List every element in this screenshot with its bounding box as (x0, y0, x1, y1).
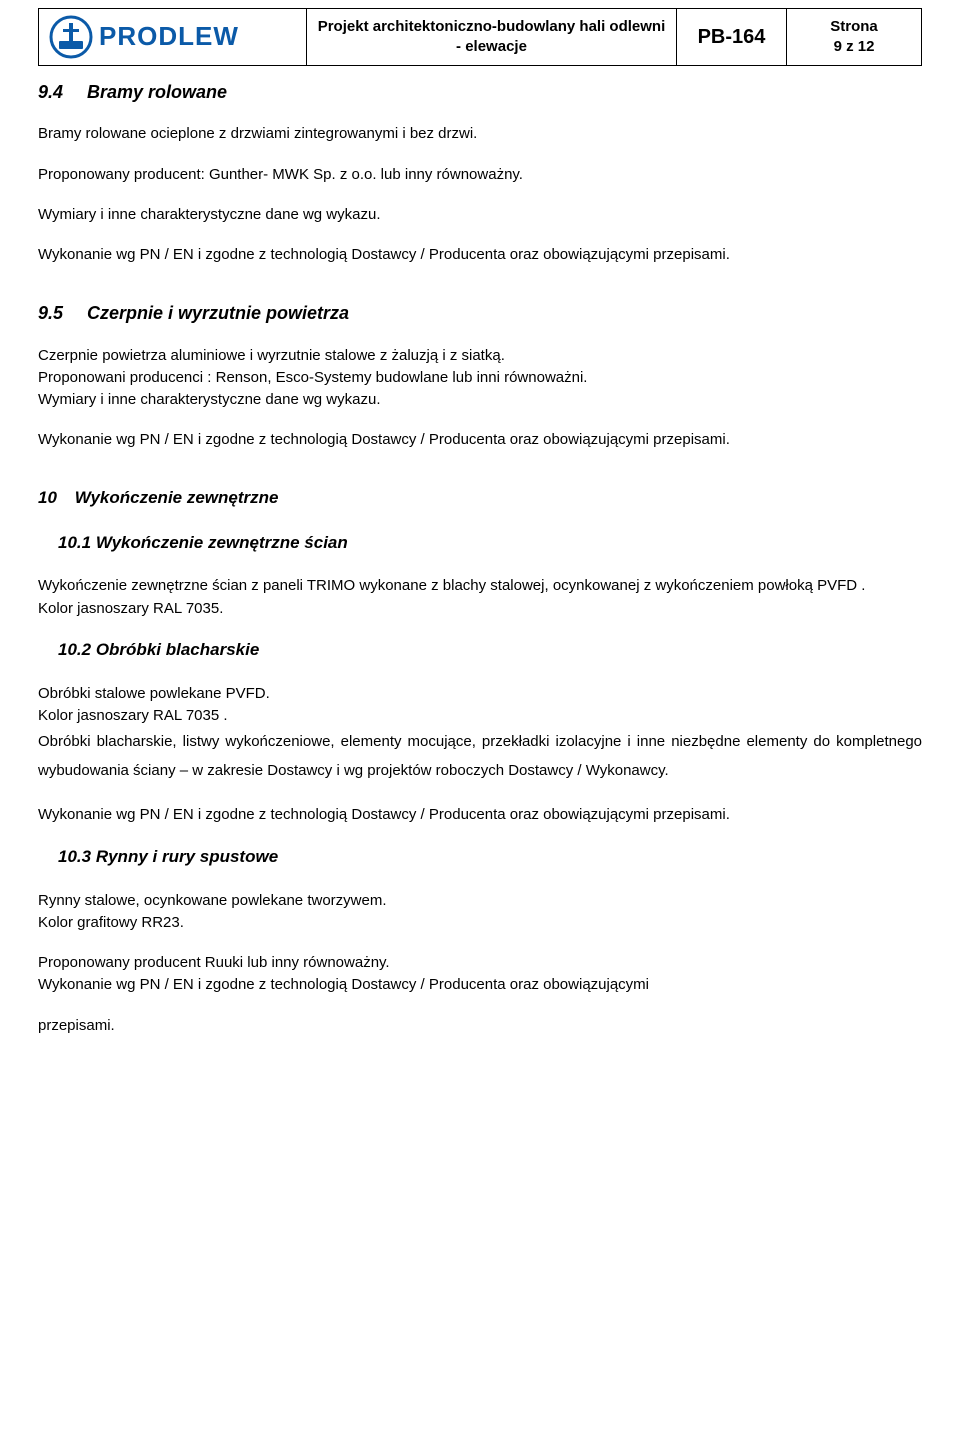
heading-9-4: 9.4 Bramy rolowane (38, 80, 922, 104)
heading-num: 9.5 (38, 301, 82, 325)
body-text: Wymiary i inne charakterystyczne dane wg… (38, 205, 922, 225)
prodlew-logo-text: PRODLEW (99, 19, 239, 54)
body-text: Czerpnie powietrza aluminiowe i wyrzutni… (38, 346, 922, 366)
heading-num: 10.1 (58, 533, 91, 552)
heading-num: 9.4 (38, 80, 82, 104)
section-9-4-body: Bramy rolowane ocieplone z drzwiami zint… (38, 124, 922, 265)
heading-title: Wykończenie zewnętrzne (75, 488, 279, 507)
body-text: Kolor jasnoszary RAL 7035 . (38, 706, 922, 726)
heading-title: Czerpnie i wyrzutnie powietrza (87, 303, 349, 323)
heading-title: Wykończenie zewnętrzne ścian (96, 533, 348, 552)
header-title: Projekt architektoniczno-budowlany hali … (307, 9, 677, 65)
heading-10-3: 10.3 Rynny i rury spustowe (58, 846, 922, 869)
body-text: Obróbki stalowe powlekane PVFD. (38, 684, 922, 704)
heading-title: Bramy rolowane (87, 82, 227, 102)
body-text: Wykonanie wg PN / EN i zgodne z technolo… (38, 975, 922, 995)
body-text: Proponowany producent Ruuki lub inny rów… (38, 953, 922, 973)
heading-num: 10 (38, 487, 70, 510)
header-page-label: Strona (830, 17, 878, 37)
body-text: Wykonanie wg PN / EN i zgodne z technolo… (38, 430, 922, 450)
body-text: Wykonanie wg PN / EN i zgodne z technolo… (38, 805, 922, 825)
heading-10-1: 10.1 Wykończenie zewnętrzne ścian (58, 532, 922, 555)
body-text: Kolor grafitowy RR23. (38, 913, 922, 933)
heading-num: 10.3 (58, 847, 91, 866)
body-text: Wymiary i inne charakterystyczne dane wg… (38, 390, 922, 410)
heading-10: 10 Wykończenie zewnętrzne (38, 487, 922, 510)
body-text: Rynny stalowe, ocynkowane powlekane twor… (38, 891, 922, 911)
body-text: Obróbki blacharskie, listwy wykończeniow… (38, 728, 922, 785)
header-logo-cell: PRODLEW (39, 9, 307, 65)
heading-10-2: 10.2 Obróbki blacharskie (58, 639, 922, 662)
header-code: PB-164 (677, 9, 787, 65)
body-text: Kolor jasnoszary RAL 7035. (38, 599, 922, 619)
section-9-5-body: Czerpnie powietrza aluminiowe i wyrzutni… (38, 346, 922, 451)
body-text: Bramy rolowane ocieplone z drzwiami zint… (38, 124, 922, 144)
header-table: PRODLEW Projekt architektoniczno-budowla… (38, 8, 922, 66)
heading-num: 10.2 (58, 640, 91, 659)
body-text: przepisami. (38, 1016, 922, 1036)
prodlew-logo-icon (49, 15, 93, 59)
heading-9-5: 9.5 Czerpnie i wyrzutnie powietrza (38, 301, 922, 325)
header-page: Strona 9 z 12 (787, 9, 921, 65)
body-text: Proponowany producent: Gunther- MWK Sp. … (38, 165, 922, 185)
header-page-num: 9 z 12 (834, 37, 875, 57)
heading-title: Rynny i rury spustowe (96, 847, 278, 866)
body-text: Wykonanie wg PN / EN i zgodne z technolo… (38, 245, 922, 265)
body-text: Proponowani producenci : Renson, Esco-Sy… (38, 368, 922, 388)
heading-title: Obróbki blacharskie (96, 640, 259, 659)
body-text: Wykończenie zewnętrzne ścian z paneli TR… (38, 576, 922, 596)
